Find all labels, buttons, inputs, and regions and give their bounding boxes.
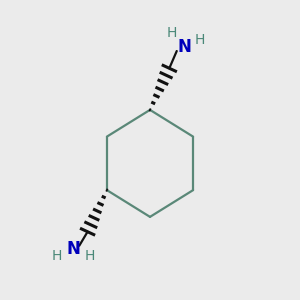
Text: H: H: [167, 26, 178, 40]
Text: H: H: [195, 33, 205, 47]
Text: H: H: [85, 249, 95, 263]
Text: N: N: [66, 240, 80, 258]
Text: N: N: [177, 38, 191, 56]
Text: H: H: [51, 249, 62, 263]
